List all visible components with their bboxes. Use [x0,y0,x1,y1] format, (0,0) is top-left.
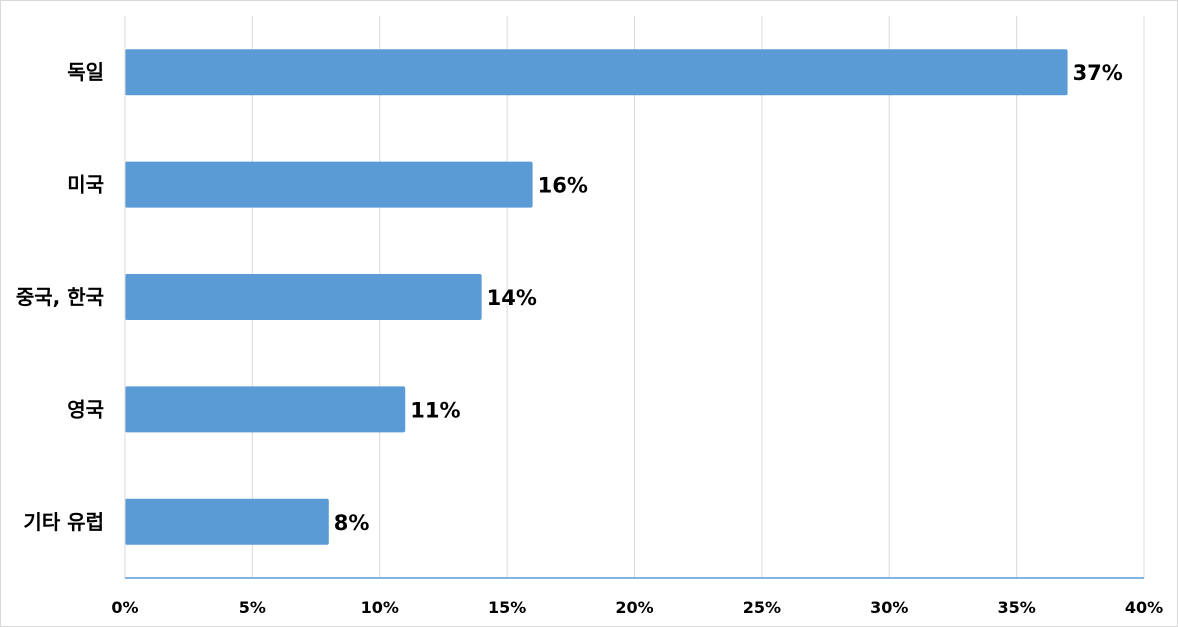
x-tick-label: 5% [239,598,266,617]
axes [124,16,1144,579]
x-tick-label: 40% [1125,598,1163,617]
x-tick-label: 25% [743,598,781,617]
data-label: 11% [410,398,460,422]
bars [125,49,1068,545]
labels: 0% 5% 10% 15% 20% 25% 30% 35% 40% 독일 37% 미국 16% 중국, 한… [16,60,1163,617]
category-label: 미국 [67,173,104,197]
bar [125,498,329,545]
category-label: 중국, 한국 [16,285,104,309]
category-label: 영국 [67,397,104,421]
bar [125,49,1068,96]
x-tick-label: 35% [997,598,1035,617]
x-tick-label: 0% [111,598,138,617]
category-label: 기타 유럽 [23,510,104,534]
data-label: 8% [334,511,370,535]
x-tick-label: 20% [615,598,653,617]
bar [125,386,406,433]
x-tick-label: 30% [870,598,908,617]
data-label: 14% [487,286,537,310]
bar [125,161,533,208]
category-label: 독일 [67,60,104,84]
data-label: 37% [1073,61,1123,85]
bar [125,274,482,320]
gridlines [251,16,1145,578]
x-tick-label: 15% [488,598,526,617]
x-tick-label: 10% [361,598,399,617]
data-label: 16% [538,174,588,198]
